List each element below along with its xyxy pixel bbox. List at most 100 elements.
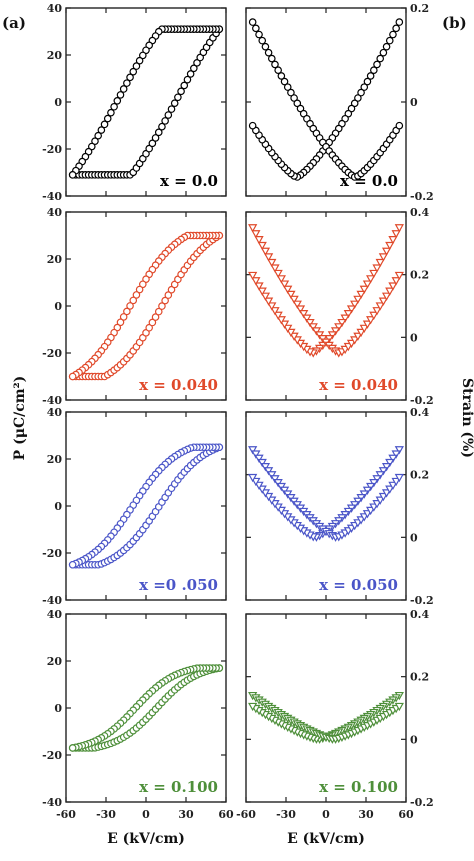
y-tick-label: 0 <box>410 96 418 109</box>
data-point <box>135 56 144 65</box>
data-point <box>394 224 404 233</box>
data-point <box>251 450 261 459</box>
data-point <box>305 318 315 328</box>
data-point <box>257 241 267 251</box>
y-tick-label: -40 <box>42 796 62 809</box>
data-point <box>375 302 385 311</box>
data-point <box>161 117 169 125</box>
data-point <box>248 446 258 455</box>
data-point <box>260 247 271 256</box>
data-point <box>254 236 264 245</box>
data-point <box>154 307 163 316</box>
data-point <box>359 324 369 334</box>
data-point <box>260 292 271 301</box>
panel-a-row-2: -40 -20 0 20 40 x =0 .050 <box>42 406 227 607</box>
data-point <box>354 94 362 102</box>
data-point <box>289 332 299 341</box>
data-point <box>271 60 279 69</box>
composition-label: x = 0.0 <box>160 172 218 190</box>
data-point <box>373 60 381 69</box>
data-point <box>129 296 138 305</box>
data-point <box>145 144 153 153</box>
data-point <box>381 489 392 498</box>
data-point <box>334 323 344 332</box>
data-point <box>370 66 378 75</box>
data-point <box>126 302 134 310</box>
data-point <box>258 36 267 45</box>
plot-frame <box>245 411 407 601</box>
data-point <box>289 295 299 305</box>
y-tick-label: -0.2 <box>410 796 434 809</box>
data-point <box>391 277 401 286</box>
panel-label-b: (b) <box>442 14 467 32</box>
data-point <box>251 230 261 239</box>
y-tick-label: 0 <box>410 531 418 544</box>
data-point <box>273 311 283 320</box>
data-point <box>263 492 274 502</box>
data-point <box>375 471 385 480</box>
y-tick-label: 20 <box>47 453 63 466</box>
data-point <box>68 744 77 752</box>
data-point <box>385 458 395 468</box>
composition-label: x = 0.100 <box>319 778 398 796</box>
data-point <box>254 481 264 491</box>
data-point <box>68 171 77 179</box>
data-point <box>283 285 293 294</box>
data-point <box>257 287 267 296</box>
data-point <box>290 94 298 102</box>
y-tick-label: -0.2 <box>410 190 434 203</box>
data-point <box>359 285 369 294</box>
y-tick-label: -0.2 <box>410 394 434 407</box>
data-point <box>126 73 134 82</box>
data-point <box>379 48 388 57</box>
data-point <box>362 280 373 289</box>
plot-frame <box>65 7 227 197</box>
data-point <box>248 18 257 26</box>
data-point <box>394 473 404 483</box>
y-tick-label: 0.4 <box>410 608 429 621</box>
y-tick-label: -40 <box>42 594 62 607</box>
panel-a-row-3: -40 -20 0 20 40 -60 -30 0 30 60x = 0.100 <box>42 608 234 821</box>
data-point <box>356 328 366 338</box>
data-point <box>151 313 160 321</box>
data-point <box>378 467 389 476</box>
y-tick-label: 20 <box>47 49 63 62</box>
data-point <box>148 318 157 327</box>
data-point <box>190 64 198 73</box>
data-point <box>360 83 369 91</box>
data-point <box>255 30 263 39</box>
data-point <box>261 42 270 51</box>
y-tick-label: -20 <box>42 347 62 360</box>
data-point <box>372 307 382 316</box>
data-point <box>274 66 282 75</box>
left-y-axis-title: P (μC/cm²) <box>12 376 28 461</box>
data-point <box>286 328 296 338</box>
panels-group: -40 -20 0 20 40 x = 0.0 -0.2 0 0.2 x = 0.0 -40 -20 0… <box>42 2 434 821</box>
y-tick-label: 0 <box>54 702 62 715</box>
data-point <box>94 131 102 140</box>
y-tick-label: 0.4 <box>410 206 429 219</box>
data-point <box>132 62 141 70</box>
data-point <box>68 560 77 569</box>
data-point <box>248 473 258 483</box>
data-point <box>267 471 277 480</box>
composition-label: x = 0.040 <box>139 376 218 394</box>
data-point <box>135 285 144 294</box>
data-point <box>164 111 173 119</box>
data-point <box>254 454 264 463</box>
data-point <box>248 121 257 130</box>
data-point <box>251 277 261 286</box>
data-point <box>248 702 258 712</box>
data-point <box>277 72 286 80</box>
x-tick-label: -30 <box>276 808 296 821</box>
data-point <box>183 75 192 84</box>
data-point <box>388 454 398 463</box>
data-point <box>366 275 376 284</box>
data-point <box>388 282 398 291</box>
data-point <box>311 327 322 336</box>
data-point <box>369 479 379 488</box>
x-tick-label: -30 <box>96 808 116 821</box>
y-tick-label: 40 <box>47 206 63 219</box>
data-point <box>97 126 106 134</box>
